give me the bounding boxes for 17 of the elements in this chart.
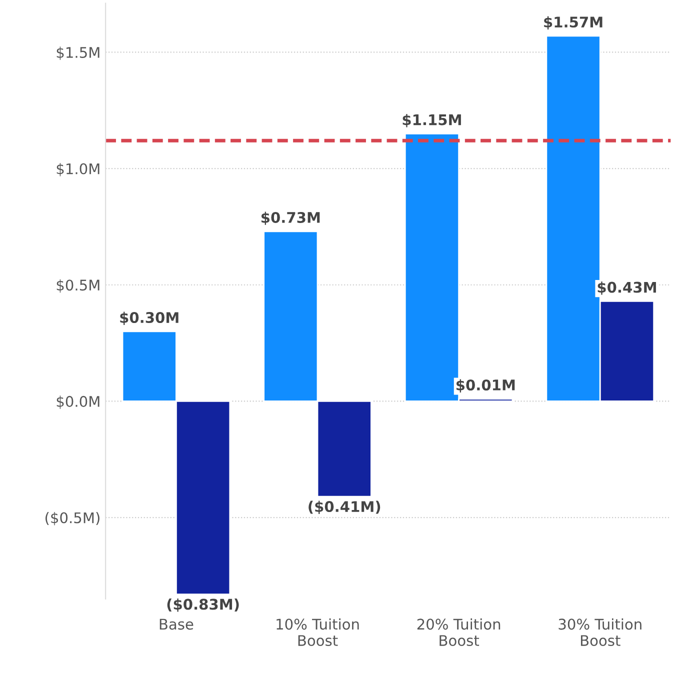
data-label: $1.15M <box>402 114 461 128</box>
x-tick-label: 10% Tuition Boost <box>276 618 359 646</box>
data-label: ($0.41M) <box>308 500 380 514</box>
y-tick-label: $0.5M <box>56 279 100 293</box>
x-tick-label: 30% Tuition Boost <box>558 618 642 646</box>
y-tick-label: $0.0M <box>56 396 100 409</box>
data-label: ($0.83M) <box>167 598 239 612</box>
data-label: $0.30M <box>120 312 178 325</box>
x-tick-label: Base <box>160 618 194 630</box>
y-tick-label: $1.0M <box>56 163 100 176</box>
data-label: $0.01M <box>456 379 515 392</box>
data-label: $0.43M <box>598 282 656 295</box>
y-tick-label: $1.5M <box>56 46 100 60</box>
x-tick-label: 20% Tuition Boost <box>417 618 500 646</box>
data-label: $1.57M <box>544 16 602 30</box>
y-tick-label: ($0.5M) <box>46 512 100 526</box>
data-label: $0.73M <box>261 212 320 225</box>
